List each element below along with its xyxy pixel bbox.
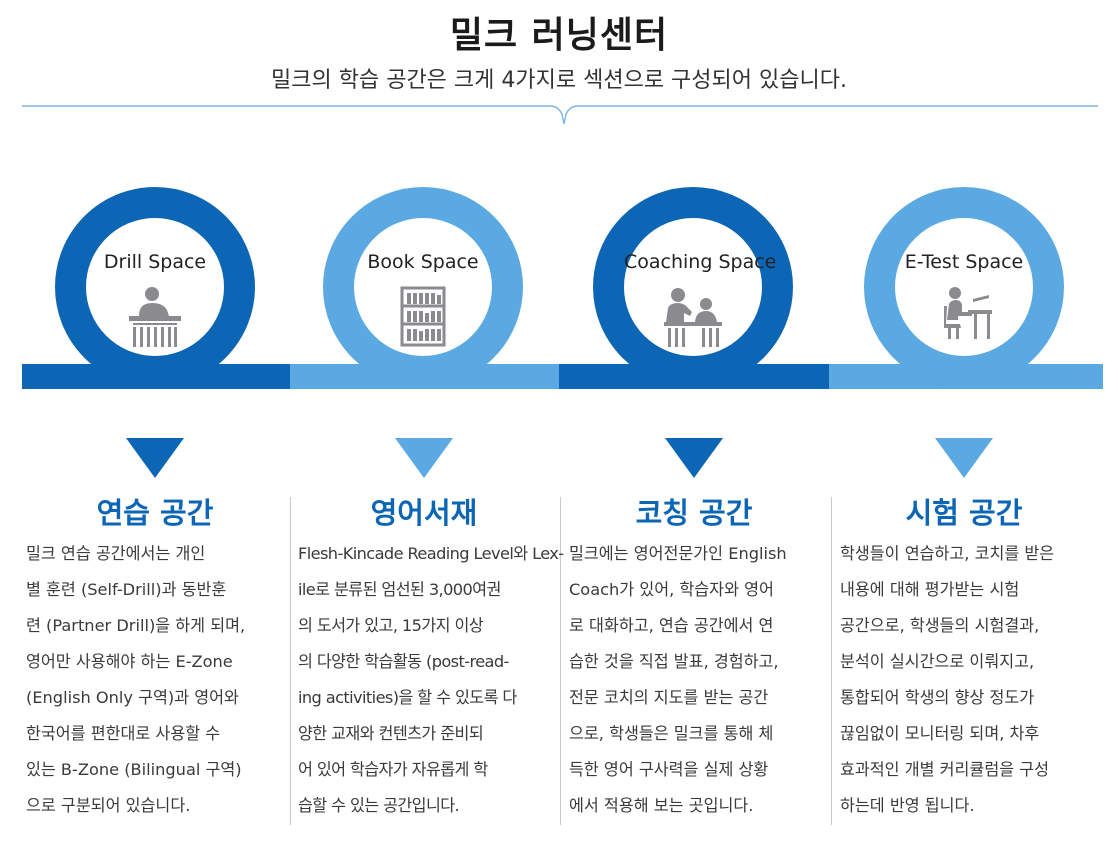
- section-text-etest: 학생들이 연습하고, 코치를 받은 내용에 대해 평가받는 시험 공간으로, 학…: [840, 536, 1093, 824]
- coach-and-student-icon: [664, 288, 722, 347]
- etest-space-label: E-Test Space: [904, 251, 1024, 273]
- text-line: 분석이 실시간으로 이뤄지고,: [840, 652, 1035, 671]
- text-line: Flesh-Kincade Reading Level와 Lex-: [298, 544, 564, 563]
- text-line: 공간으로, 학생들의 시험결과,: [840, 616, 1040, 635]
- section-text-drill: 밀크 연습 공간에서는 개인 별 훈련 (Self-Drill)과 동반훈 련 …: [26, 536, 279, 824]
- pointer-triangle-coaching: [665, 438, 723, 478]
- section-title-etest: 시험 공간: [905, 496, 1023, 530]
- column-divider: [290, 497, 291, 825]
- column-divider: [560, 497, 561, 825]
- text-line: 에서 적용해 보는 곳입니다.: [569, 796, 754, 815]
- text-line: 영어만 사용해야 하는 E-Zone: [26, 652, 233, 671]
- section-text-coaching: 밀크에는 영어전문가인 English Coach가 있어, 학습자와 영어 로…: [569, 536, 822, 824]
- text-line: 하는데 반영 됩니다.: [840, 796, 975, 815]
- text-line: 별 훈련 (Self-Drill)과 동반훈: [26, 580, 227, 599]
- coaching-space-circle: Coaching Space: [593, 187, 793, 387]
- text-line: Coach가 있어, 학습자와 영어: [569, 580, 774, 599]
- text-line: 양한 교재와 컨텐츠가 준비되: [298, 724, 484, 743]
- header-divider: [22, 105, 1098, 125]
- text-line: 전문 코치의 지도를 받는 공간: [569, 688, 769, 707]
- person-at-computer-icon: [944, 287, 992, 339]
- section-text-book: Flesh-Kincade Reading Level와 Lex- ile로 분…: [298, 536, 564, 824]
- page-subtitle: 밀크의 학습 공간은 크게 4가지로 섹션으로 구성되어 있습니다.: [271, 68, 847, 93]
- text-line: 습할 수 있는 공간입니다.: [298, 796, 460, 815]
- section-title-coaching: 코칭 공간: [635, 496, 753, 530]
- text-line: 으로, 학생들은 밀크를 통해 체: [569, 724, 774, 743]
- column-divider: [831, 497, 832, 825]
- text-line: 득한 영어 구사력을 실제 상황: [569, 760, 769, 779]
- text-line: 으로 구분되어 있습니다.: [26, 796, 191, 815]
- text-line: 습한 것을 직접 발표, 경험하고,: [569, 652, 779, 671]
- text-line: 내용에 대해 평가받는 시험: [840, 580, 1020, 599]
- bookshelf-icon: [400, 286, 446, 347]
- etest-space-circle: E-Test Space: [864, 187, 1064, 387]
- text-line: 련 (Partner Drill)을 하게 되며,: [26, 616, 246, 635]
- text-line: ing activities)을 할 수 있도록 다: [298, 688, 517, 707]
- drill-space-label: Drill Space: [103, 251, 207, 273]
- text-line: 의 도서가 있고, 15가지 이상: [298, 616, 484, 635]
- section-title-drill: 연습 공간: [96, 496, 214, 530]
- text-line: 있는 B-Zone (Bilingual 구역): [26, 760, 242, 779]
- text-line: 끊임없이 모니터링 되며, 차후: [840, 724, 1040, 743]
- book-space-circle: Book Space: [323, 187, 523, 387]
- text-line: 학생들이 연습하고, 코치를 받은: [840, 544, 1055, 563]
- text-line: 의 다양한 학습활동 (post-read-: [298, 652, 509, 671]
- text-line: 통합되어 학생의 향상 정도가: [840, 688, 1035, 707]
- pointer-triangle-etest: [935, 438, 993, 478]
- drill-space-circle: Drill Space: [55, 187, 255, 387]
- text-line: 밀크 연습 공간에서는 개인: [26, 544, 206, 563]
- text-line: ile로 분류된 엄선된 3,000여권: [298, 580, 501, 599]
- text-line: 한국어를 편한대로 사용할 수: [26, 724, 221, 743]
- text-line: 로 대화하고, 연습 공간에서 연: [569, 616, 774, 635]
- book-space-label: Book Space: [367, 251, 479, 273]
- pointer-triangle-book: [395, 438, 453, 478]
- coaching-space-label: Coaching Space: [624, 251, 777, 273]
- page-title: 밀크 러닝센터: [449, 15, 669, 56]
- section-title-book: 영어서재: [370, 496, 478, 530]
- text-line: 효과적인 개별 커리큘럼을 구성: [840, 760, 1050, 779]
- text-line: 밀크에는 영어전문가인 English: [569, 544, 787, 563]
- text-line: 어 있어 학습자가 자유롭게 학: [298, 760, 488, 779]
- text-line: (English Only 구역)과 영어와: [26, 688, 239, 707]
- pointer-triangle-drill: [126, 438, 184, 478]
- student-at-desk-icon: [129, 287, 181, 347]
